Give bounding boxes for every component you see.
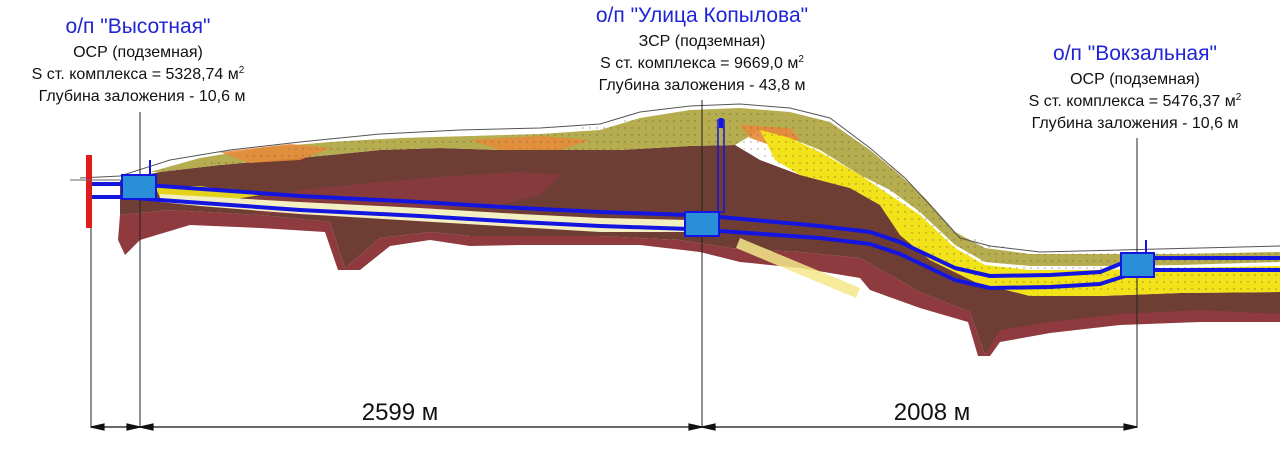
station-type: ОСР (подземная) — [1070, 71, 1200, 88]
structures — [70, 118, 1155, 278]
layer-red-brown-bedrock — [118, 210, 1280, 356]
tunnels — [92, 182, 1280, 290]
station-label-vysotnaya: о/п "Высотная" ОСР (подземная) S ст. ком… — [32, 15, 246, 105]
station-box-vokzalnaya — [1120, 252, 1155, 278]
arrow-seg2-right — [1123, 423, 1138, 431]
arrow-seg2-left — [701, 423, 716, 431]
reference-lines — [90, 100, 1138, 428]
station-area: S ст. комплекса = 9669,0 м2 — [600, 54, 804, 72]
tunnel-lower — [92, 195, 1280, 290]
station-name: о/п "Улица Копылова" — [596, 4, 808, 27]
station-label-vokzalnaya: о/п "Вокзальная" ОСР (подземная) S ст. к… — [1029, 42, 1242, 132]
station-name: о/п "Высотная" — [66, 15, 211, 38]
tunnel-upper — [92, 182, 1280, 278]
dimension-lines — [90, 423, 1138, 431]
station-box-vysotnaya — [121, 174, 157, 200]
station-depth: Глубина заложения - 10,6 м — [39, 88, 246, 105]
ground-surface-line — [79, 103, 1280, 253]
station-label-kopylova: о/п "Улица Копылова" ЗСР (подземная) S с… — [596, 4, 808, 94]
station-area: S ст. комплекса = 5328,74 м2 — [32, 65, 245, 83]
arrow-portal-right — [126, 423, 141, 431]
station-type: ЗСР (подземная) — [639, 33, 766, 50]
station-shaft-top-kopylova — [719, 118, 723, 128]
layer-pale-strip — [736, 238, 860, 298]
arrow-portal-left — [90, 423, 105, 431]
station-depth: Глубина заложения - 10,6 м — [1032, 115, 1239, 132]
geology-layers — [79, 103, 1280, 356]
station-area: S ст. комплекса = 5476,37 м2 — [1029, 92, 1242, 110]
arrow-seg1-right — [688, 423, 703, 431]
station-type: ОСР (подземная) — [73, 44, 203, 61]
portal-marker — [86, 155, 92, 228]
station-box-kopylova — [684, 211, 720, 237]
station-name: о/п "Вокзальная" — [1053, 42, 1217, 65]
distance-label-2: 2008 м — [894, 399, 971, 426]
arrow-seg1-left — [139, 423, 154, 431]
station-depth: Глубина заложения - 43,8 м — [599, 77, 806, 94]
distance-label-1: 2599 м — [362, 399, 439, 426]
dotted-texture — [150, 108, 1280, 296]
